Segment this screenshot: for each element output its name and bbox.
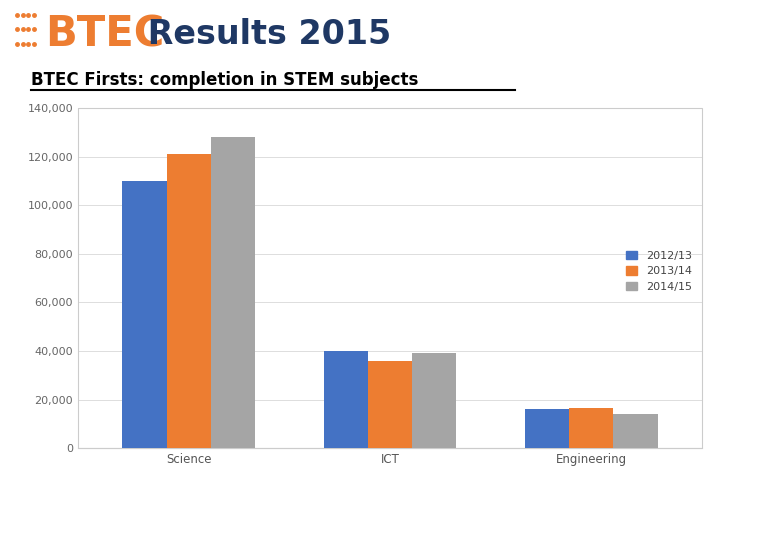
Bar <box>412 354 456 448</box>
Text: 8   BTEC Results | 2015: 8 BTEC Results | 2015 <box>16 510 162 524</box>
Bar <box>122 181 167 448</box>
Bar <box>167 154 211 448</box>
Bar <box>211 137 255 448</box>
Text: PEARSON: PEARSON <box>630 505 764 529</box>
Bar <box>368 361 412 448</box>
Legend: 2012/13, 2013/14, 2014/15: 2012/13, 2013/14, 2014/15 <box>622 246 697 296</box>
Bar <box>613 414 658 448</box>
Text: Results 2015: Results 2015 <box>136 17 392 51</box>
Bar <box>324 351 368 448</box>
Text: BTEC Firsts: completion in STEM subjects: BTEC Firsts: completion in STEM subjects <box>31 71 419 89</box>
Bar <box>569 408 613 448</box>
Bar <box>525 409 569 448</box>
Text: BTEC: BTEC <box>45 13 165 55</box>
